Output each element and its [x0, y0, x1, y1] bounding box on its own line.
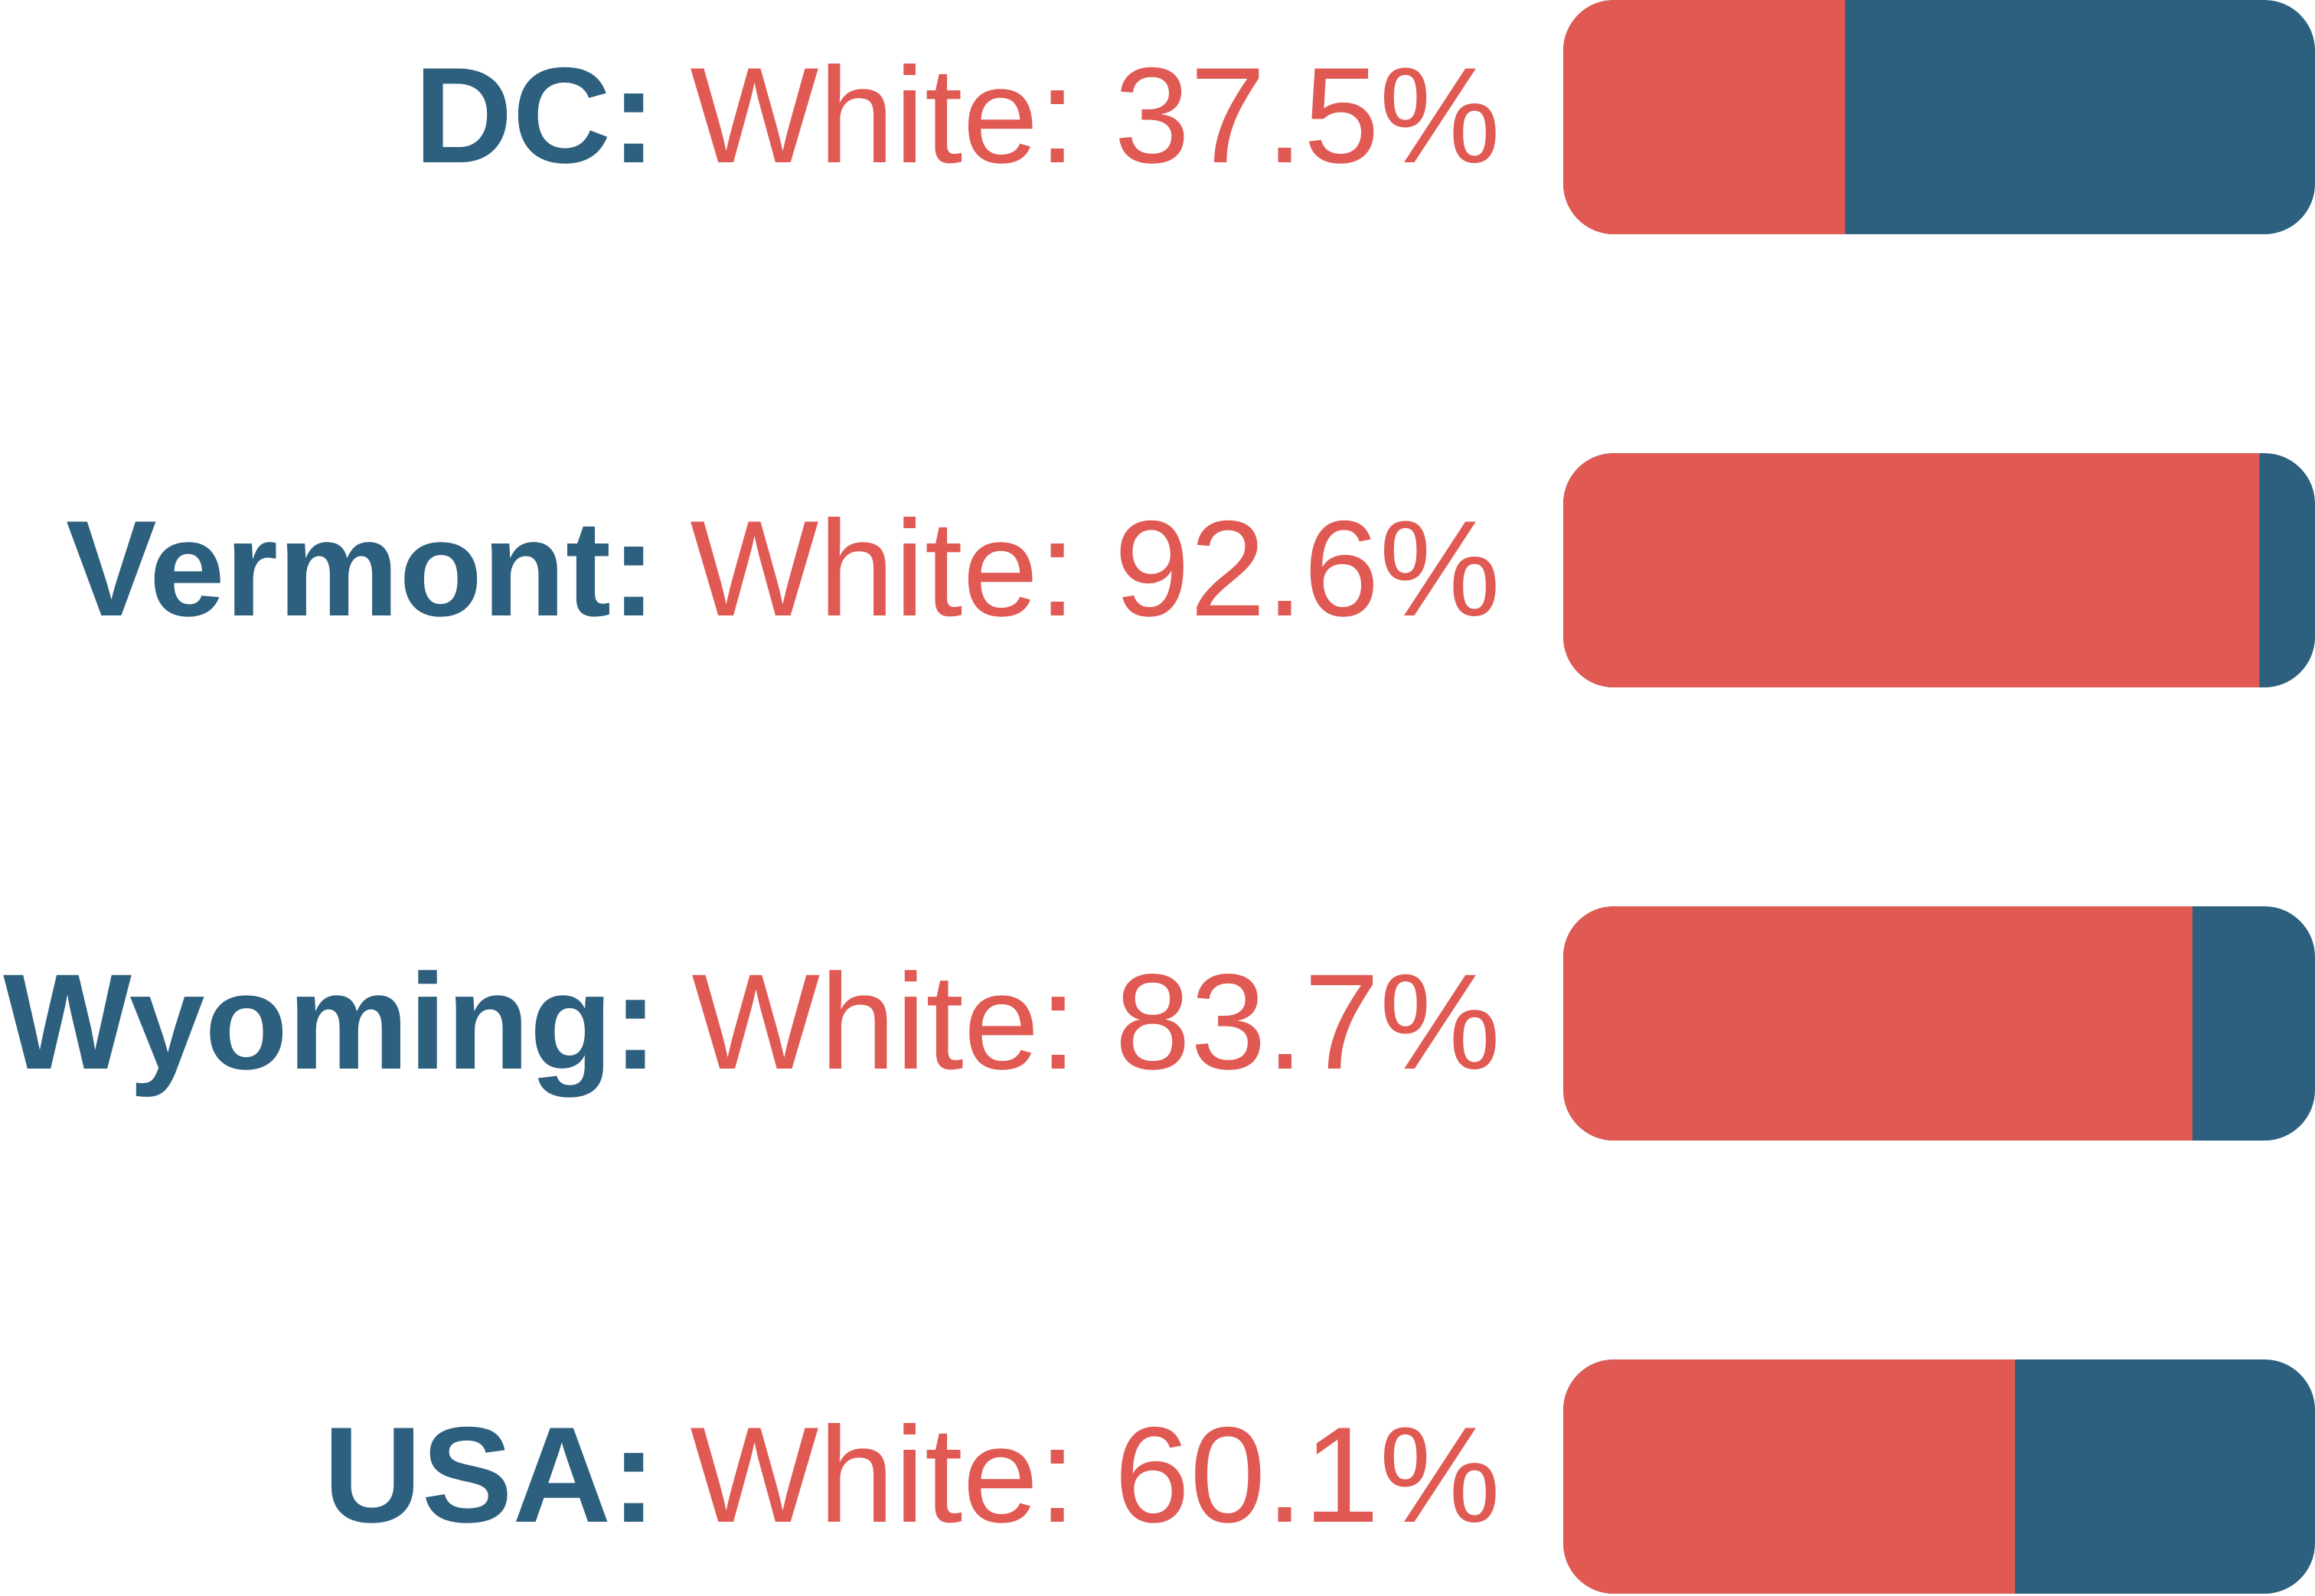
- chart-rows: White: 37.5%DC: White: 92.6%Vermont: White…: [3, 0, 2315, 1594]
- state-label-vermont: Vermont:: [66, 492, 656, 645]
- bar-white-segment-wyoming: [1563, 906, 2193, 1141]
- value-label-vermont: White: 92.6%: [690, 492, 1500, 645]
- bar-row-dc: [1563, 0, 2315, 234]
- bar-white-segment-vermont: [1563, 453, 2260, 687]
- value-label-usa: White: 60.1%: [690, 1399, 1500, 1551]
- bar-white-segment-usa: [1563, 1359, 2016, 1594]
- bar-white-segment-dc: [1563, 0, 1846, 234]
- state-label-usa: USA:: [323, 1399, 656, 1551]
- state-label-wyoming: Wyoming:: [3, 945, 658, 1098]
- bar-row-usa: [1563, 1359, 2315, 1594]
- value-label-dc: White: 37.5%: [690, 39, 1500, 191]
- bar-row-wyoming: [1563, 906, 2315, 1141]
- bar-row-vermont: [1563, 453, 2315, 687]
- value-label-wyoming: White: 83.7%: [691, 945, 1500, 1098]
- state-label-dc: DC:: [414, 39, 656, 191]
